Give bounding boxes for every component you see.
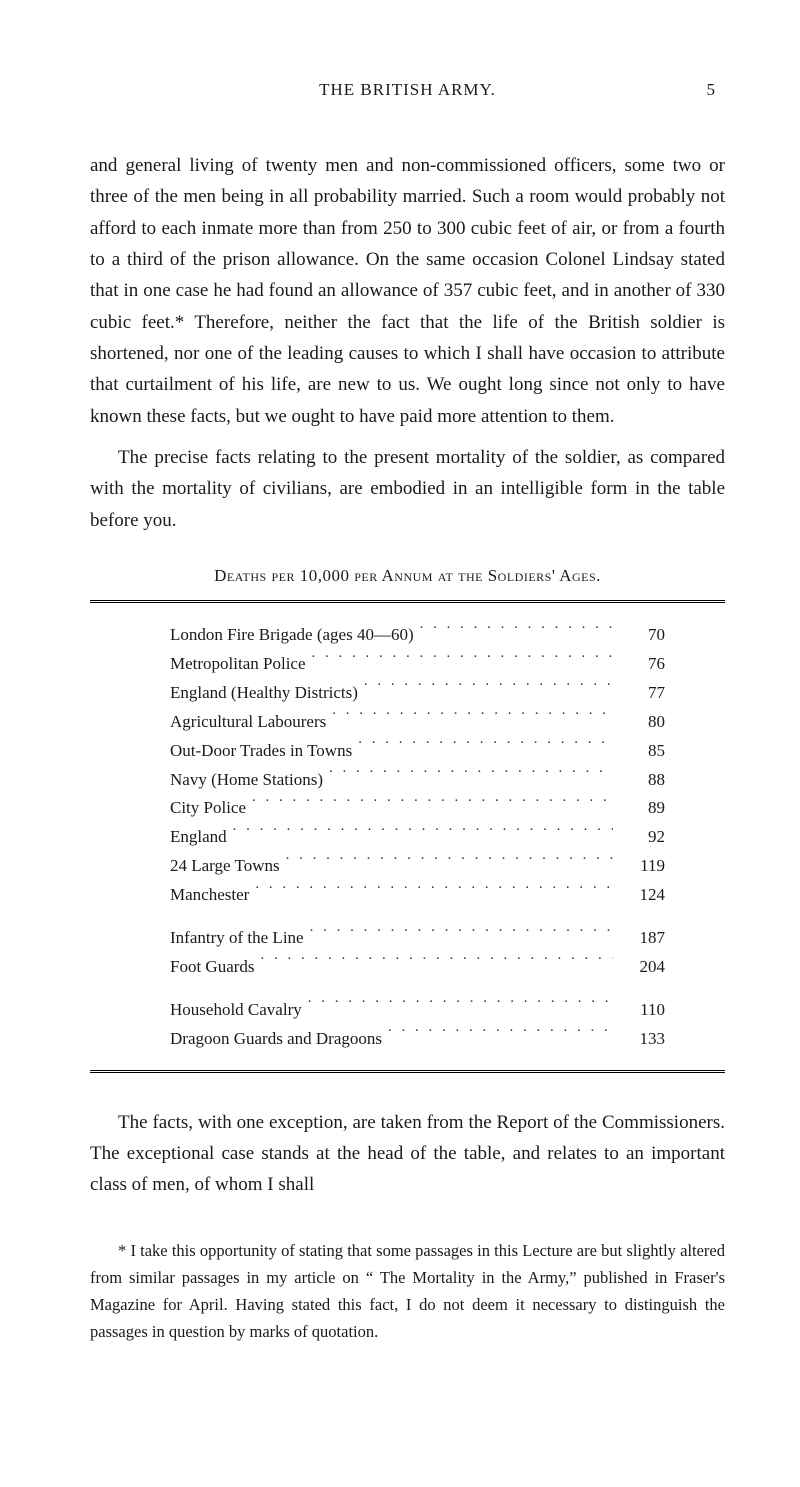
table-row: Out-Door Trades in Towns 85 (90, 737, 725, 766)
table-row: Manchester 124 (90, 881, 725, 910)
page: THE BRITISH ARMY. 5 and general living o… (0, 0, 800, 1422)
row-value: 77 (619, 679, 665, 708)
row-dots (312, 651, 613, 669)
row-value: 76 (619, 650, 665, 679)
page-header: THE BRITISH ARMY. 5 (90, 80, 725, 100)
row-value: 204 (619, 953, 665, 982)
running-title: THE BRITISH ARMY. (319, 80, 496, 100)
row-value: 80 (619, 708, 665, 737)
row-label: Metropolitan Police (170, 650, 306, 679)
row-value: 89 (619, 794, 665, 823)
row-dots (329, 767, 613, 785)
table-section-2: Infantry of the Line 187 Foot Guards 204 (90, 924, 725, 982)
row-value: 124 (619, 881, 665, 910)
table-section-3: Household Cavalry110Dragoon Guards and D… (90, 996, 725, 1054)
row-label: Infantry of the Line (170, 924, 304, 953)
table-title: Deaths per 10,000 per Annum at the Soldi… (90, 566, 725, 586)
row-label: City Police (170, 794, 246, 823)
table-row: Dragoon Guards and Dragoons 133 (90, 1025, 725, 1054)
table-row: Household Cavalry 110 (90, 996, 725, 1025)
row-dots (310, 925, 613, 943)
row-value: 187 (619, 924, 665, 953)
row-label: Agricultural Labourers (170, 708, 326, 737)
paragraph-3: The facts, with one exception, are taken… (90, 1107, 725, 1201)
row-label: 24 Large Towns (170, 852, 280, 881)
row-value: 70 (619, 621, 665, 650)
table-row: Foot Guards 204 (90, 953, 725, 982)
row-label: Household Cavalry (170, 996, 302, 1025)
row-label: Foot Guards (170, 953, 255, 982)
row-dots (420, 622, 613, 640)
row-label: Manchester (170, 881, 249, 910)
table-row: England (Healthy Districts) 77 (90, 679, 725, 708)
row-label: London Fire Brigade (ages 40—60) (170, 621, 414, 650)
row-label: England (Healthy Districts) (170, 679, 358, 708)
table-gap (90, 982, 725, 996)
row-value: 133 (619, 1025, 665, 1054)
row-label: England (170, 823, 227, 852)
row-value: 110 (619, 996, 665, 1025)
row-dots (388, 1026, 613, 1044)
row-value: 88 (619, 766, 665, 795)
row-label: Dragoon Guards and Dragoons (170, 1025, 382, 1054)
row-dots (255, 882, 613, 900)
paragraph-2: The precise facts relating to the presen… (90, 442, 725, 536)
footnote: * I take this opportunity of stating tha… (90, 1237, 725, 1346)
row-dots (233, 824, 613, 842)
table-row: England 92 (90, 823, 725, 852)
row-label: Navy (Home Stations) (170, 766, 323, 795)
row-dots (308, 997, 613, 1015)
page-number: 5 (707, 80, 716, 100)
row-label: Out-Door Trades in Towns (170, 737, 352, 766)
row-dots (252, 795, 613, 813)
paragraph-1: and general living of twenty men and non… (90, 150, 725, 432)
table-row: London Fire Brigade (ages 40—60) 70 (90, 621, 725, 650)
row-value: 85 (619, 737, 665, 766)
table-row: Infantry of the Line 187 (90, 924, 725, 953)
table-gap (90, 910, 725, 924)
deaths-table: London Fire Brigade (ages 40—60)70Metrop… (90, 600, 725, 1072)
row-dots (261, 954, 613, 972)
row-value: 119 (619, 852, 665, 881)
row-dots (286, 853, 613, 871)
row-dots (364, 680, 613, 698)
table-row: 24 Large Towns 119 (90, 852, 725, 881)
row-value: 92 (619, 823, 665, 852)
table-row: Metropolitan Police 76 (90, 650, 725, 679)
row-dots (358, 738, 613, 756)
table-row: Navy (Home Stations) 88 (90, 766, 725, 795)
table-section-1: London Fire Brigade (ages 40—60)70Metrop… (90, 621, 725, 910)
row-dots (332, 709, 613, 727)
table-row: Agricultural Labourers 80 (90, 708, 725, 737)
table-row: City Police 89 (90, 794, 725, 823)
